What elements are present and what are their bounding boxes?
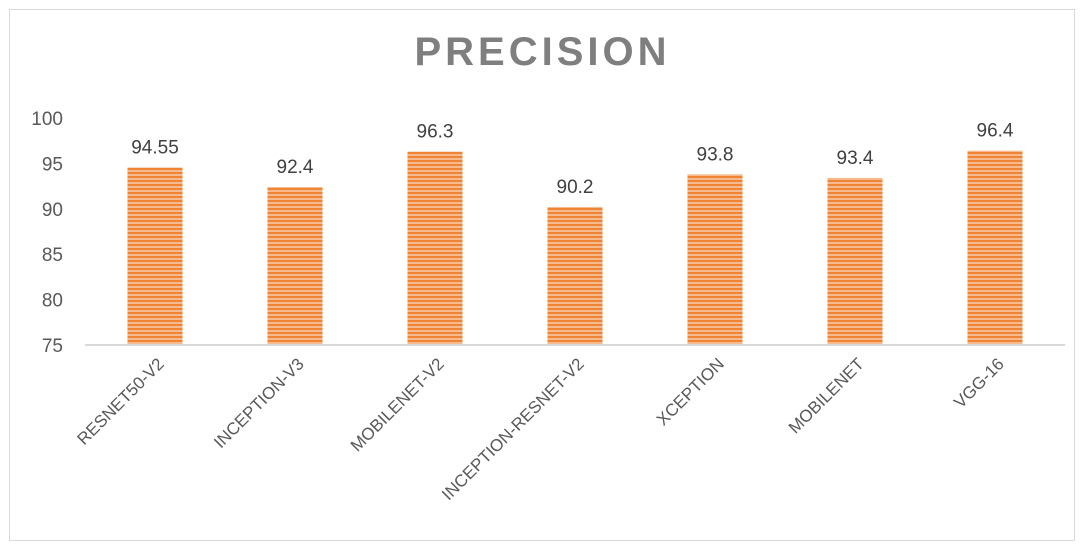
bar	[967, 150, 1023, 345]
chart-frame	[9, 9, 1075, 541]
bars	[127, 150, 1023, 345]
bar	[547, 206, 603, 345]
data-label: 94.55	[131, 137, 179, 158]
data-labels: 94.55 92.4 96.3 90.2 93.8 93.4 96.4	[131, 121, 1014, 198]
y-tick-label: 90	[42, 200, 63, 221]
category-labels: RESNET50-V2 INCEPTION-V3 MOBILENET-V2INCEP…	[74, 354, 1008, 504]
category-label: VGG-16	[950, 354, 1008, 412]
category-label: RESNET50-V2	[74, 354, 168, 448]
y-tick-label: 100	[31, 109, 63, 130]
y-tick-label: 85	[42, 245, 63, 266]
category-label: XCEPTION	[653, 354, 728, 429]
category-label: INCEPTION-RESNET-V2	[438, 354, 588, 504]
y-tick-label: 95	[42, 154, 63, 175]
bar	[687, 174, 743, 345]
category-label: MOBILENET	[785, 354, 868, 437]
data-label: 93.8	[697, 144, 734, 165]
y-tick-label: 80	[42, 291, 63, 312]
category-label: MOBILENET-V2	[347, 354, 448, 455]
category-label: INCEPTION-V3	[210, 354, 308, 452]
bar	[827, 177, 883, 345]
y-tick-label: 75	[42, 336, 63, 357]
bar	[127, 167, 183, 345]
chart-title: PRECISION	[414, 30, 671, 74]
data-label: 93.4	[837, 148, 874, 169]
data-label: 90.2	[557, 177, 594, 198]
bar	[267, 187, 323, 345]
data-label: 96.3	[417, 122, 454, 143]
data-label: 92.4	[277, 157, 314, 178]
data-label: 96.4	[977, 121, 1014, 142]
y-axis-ticks: 75 80 85 90 95 100	[31, 109, 63, 357]
bar	[407, 151, 463, 345]
